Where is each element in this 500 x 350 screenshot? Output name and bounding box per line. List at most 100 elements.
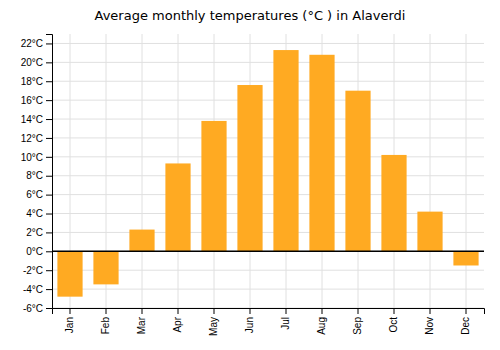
y-tick-label: -4°C [23, 284, 43, 295]
y-tick-mark [46, 81, 52, 82]
x-axis: Jan Feb Mar Apr May Jun Jul Aug Sep Oct Nov Dec [53, 308, 485, 336]
y-tick-label: 14°C [21, 114, 43, 125]
x-tick-label: Aug [316, 317, 327, 335]
y-tick-mark [46, 157, 52, 158]
y-tick-mark [46, 232, 52, 233]
y-tick: 20°C [21, 57, 52, 68]
bar [309, 55, 334, 252]
y-tick-mark [46, 289, 52, 290]
bar [165, 163, 190, 251]
y-axis-line [46, 35, 53, 309]
x-tick-mark [358, 308, 359, 314]
y-tick-label: -2°C [23, 265, 43, 276]
y-tick-mark [46, 43, 52, 44]
y-tick-label: 8°C [26, 170, 43, 181]
y-tick: -2°C [23, 265, 52, 276]
y-tick-mark [46, 214, 52, 215]
y-grid-line [52, 100, 484, 101]
y-tick-label: 0°C [26, 246, 43, 257]
x-tick-mark [178, 308, 179, 314]
y-tick-mark [46, 138, 52, 139]
bar [57, 251, 82, 296]
y-grid-line [52, 137, 484, 138]
x-tick-mark [430, 308, 431, 314]
chart: Average monthly temperatures (°C ) in Al… [0, 0, 500, 350]
y-tick: 16°C [21, 95, 52, 106]
x-tick: May [208, 308, 219, 336]
x-tick: Aug [316, 308, 327, 335]
x-tick: Jul [280, 308, 291, 330]
bars [52, 50, 484, 297]
y-tick-label: 20°C [21, 57, 43, 68]
y-tick: -4°C [23, 284, 52, 295]
x-tick-label: Jun [244, 317, 255, 333]
x-tick: Apr [172, 308, 183, 333]
x-tick-label: Jan [64, 317, 75, 333]
y-tick: 6°C [26, 189, 52, 200]
y-tick: 2°C [26, 227, 52, 238]
title: Average monthly temperatures (°C ) in Al… [95, 8, 406, 23]
x-tick: Oct [388, 308, 399, 333]
y-tick: 18°C [21, 76, 52, 87]
grid [52, 34, 484, 308]
y-grid-line [52, 289, 484, 290]
y-tick: 8°C [26, 170, 52, 181]
x-tick: Sep [352, 308, 363, 335]
y-tick: -6°C [23, 303, 52, 314]
x-tick-mark [322, 308, 323, 314]
y-grid-line [52, 194, 484, 195]
x-grid-line [142, 34, 143, 308]
x-tick-label: Dec [460, 317, 471, 335]
y-tick-label: 12°C [21, 133, 43, 144]
y-tick: 0°C [26, 246, 52, 257]
bar [345, 91, 370, 252]
x-axis-line [53, 309, 485, 315]
bar [417, 212, 442, 252]
x-tick-label: Feb [100, 317, 111, 335]
y-tick-mark [46, 100, 52, 101]
y-axis: -6°C -4°C -2°C 0°C 2°C 4°C 6°C 8°C 10°C 12°C 14°C 1… [21, 35, 53, 314]
x-tick: Nov [424, 308, 435, 335]
y-grid-line [52, 81, 484, 82]
x-tick: Jun [244, 308, 255, 333]
y-grid-line [52, 175, 484, 176]
y-tick-label: 18°C [21, 76, 43, 87]
y-tick-mark [46, 62, 52, 63]
x-tick-mark [286, 308, 287, 314]
x-tick-mark [394, 308, 395, 314]
y-tick-mark [46, 119, 52, 120]
y-tick-label: 22°C [21, 38, 43, 49]
y-grid-line [52, 119, 484, 120]
x-grid-line [466, 34, 467, 308]
plot: -6°C -4°C -2°C 0°C 2°C 4°C 6°C 8°C 10°C 12°C 14°C 1… [21, 34, 485, 336]
y-tick-label: -6°C [23, 303, 43, 314]
x-tick-label: Jul [280, 317, 291, 330]
x-tick-mark [250, 308, 251, 314]
zero-line [52, 251, 484, 253]
y-tick: 4°C [26, 208, 52, 219]
y-grid-line [52, 251, 484, 252]
y-tick-label: 6°C [26, 189, 43, 200]
y-tick: 12°C [21, 133, 52, 144]
x-tick-mark [466, 308, 467, 314]
bar [237, 85, 262, 251]
y-grid-line [52, 62, 484, 63]
x-tick: Mar [136, 308, 147, 334]
y-tick-mark [46, 251, 52, 252]
y-tick-label: 4°C [26, 208, 43, 219]
bar [273, 50, 298, 251]
y-tick-label: 10°C [21, 152, 43, 163]
x-tick-label: Apr [172, 316, 183, 332]
x-tick-mark [214, 308, 215, 314]
y-grid-line [52, 156, 484, 157]
x-tick-mark [70, 308, 71, 314]
x-tick-label: Nov [424, 317, 435, 335]
x-tick-label: Sep [352, 317, 363, 335]
y-tick: 10°C [21, 152, 52, 163]
x-tick-label: Mar [136, 316, 147, 334]
x-tick-label: Oct [388, 317, 399, 333]
y-tick: 14°C [21, 114, 52, 125]
y-tick-mark [46, 195, 52, 196]
bar [201, 121, 226, 251]
x-grid-line [430, 34, 431, 308]
